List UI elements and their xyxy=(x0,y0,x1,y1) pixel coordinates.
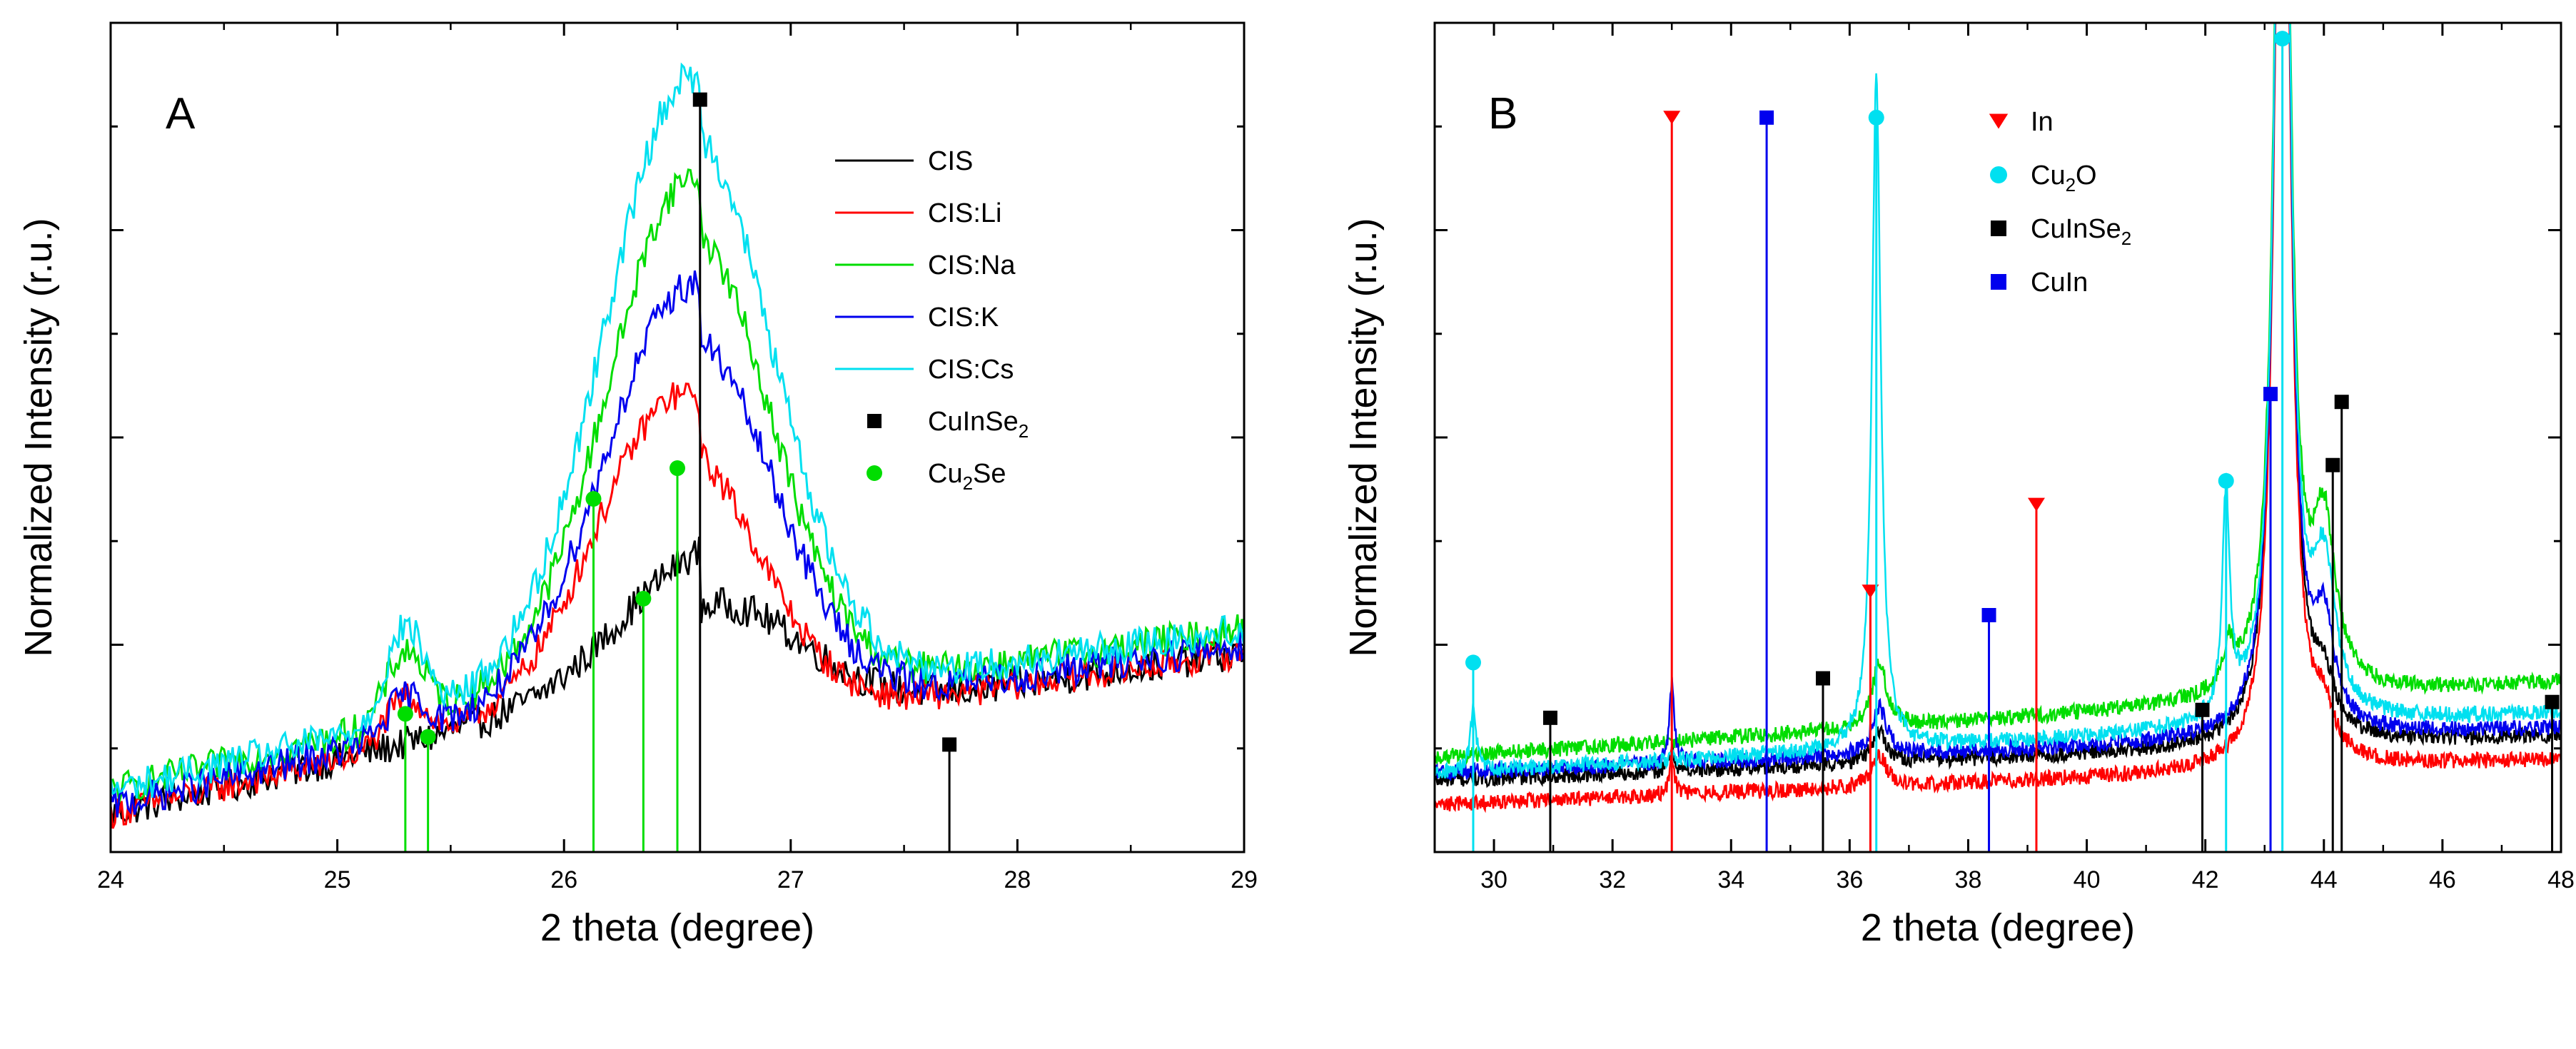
series-line-cis-cs xyxy=(111,62,1244,799)
reference-marker-cu2o xyxy=(2218,472,2234,489)
reference-marker-cuin xyxy=(1981,608,1996,622)
legend-label-in: In xyxy=(2031,107,2054,137)
x-tick-label: 29 xyxy=(1231,866,1258,893)
reference-marker-cuinse2 xyxy=(1542,710,1557,725)
panel-a-plot-frame xyxy=(109,21,1246,853)
reference-marker-cuinse2 xyxy=(2334,395,2349,410)
panel-a-y-axis-label: Normalized Intensity (r.u.) xyxy=(17,218,60,657)
panel-a-axis-ticks xyxy=(109,23,1246,852)
series-line-cis-li xyxy=(111,382,1244,829)
reference-marker-cu2o xyxy=(2274,31,2290,47)
legend-label-cu2se: Cu2Se xyxy=(928,459,1006,494)
legend-label-cis-k: CIS:K xyxy=(928,303,999,333)
legend-marker-in xyxy=(1989,113,2009,129)
reference-marker-cuinse2 xyxy=(2325,457,2340,472)
reference-marker-in xyxy=(1663,111,1681,125)
legend-marker-cuinse2 xyxy=(867,414,882,428)
reference-marker-cuinse2 xyxy=(1815,671,1830,686)
reference-marker-cu2se xyxy=(635,590,652,607)
reference-marker-cuinse2 xyxy=(942,737,957,752)
x-tick-label: 28 xyxy=(1004,866,1031,893)
reference-marker-cu2se xyxy=(397,706,413,722)
reference-marker-cuinse2 xyxy=(2545,694,2560,709)
legend-marker-cuin xyxy=(1991,274,2006,290)
x-tick-label: 46 xyxy=(2429,866,2456,893)
panel-a-x-axis-label: 2 theta (degree) xyxy=(540,906,814,949)
x-tick-label: 36 xyxy=(1836,866,1863,893)
panel-b: B 2 theta (degree) Normalized Intensity … xyxy=(1342,21,2575,949)
panel-a: A 2 theta (degree) Normalized Intensity … xyxy=(17,21,1258,949)
series-line-cis-na xyxy=(111,168,1244,803)
reference-marker-cuinse2 xyxy=(692,92,707,107)
legend-label-cis-cs: CIS:Cs xyxy=(928,355,1014,385)
panel-b-y-axis-label: Normalized Intensity (r.u.) xyxy=(1342,218,1385,657)
legend-label-cuinse2: CuInSe2 xyxy=(928,407,1029,442)
reference-marker-cu2o xyxy=(1465,654,1481,671)
x-tick-label: 38 xyxy=(1955,866,1982,893)
reference-marker-in xyxy=(2027,497,2045,512)
reference-marker-cu2se xyxy=(585,491,602,507)
reference-marker-cu2se xyxy=(670,460,685,477)
legend-marker-cuinse2 xyxy=(1991,221,2006,236)
legend-marker-cu2o xyxy=(1990,166,2007,183)
x-tick-label: 34 xyxy=(1717,866,1744,893)
x-tick-label: 24 xyxy=(97,866,124,893)
reference-marker-cu2o xyxy=(1868,109,1884,126)
legend-marker-cu2se xyxy=(867,465,882,481)
panel-b-series-group xyxy=(1435,23,2561,814)
panel-b-reference-lines xyxy=(1465,31,2560,852)
panel-a-reference-lines xyxy=(397,92,957,852)
panel-b-x-tick-labels: 30 32 34 36 38 40 42 44 46 48 xyxy=(1480,866,2575,893)
x-tick-label: 26 xyxy=(550,866,577,893)
series-line-cis-na xyxy=(1435,23,2561,766)
legend-label-cuin: CuIn xyxy=(2031,268,2088,298)
panel-a-x-tick-labels: 24 25 26 27 28 29 xyxy=(97,866,1258,893)
reference-marker-cu2se xyxy=(420,729,436,745)
x-tick-label: 40 xyxy=(2074,866,2101,893)
panel-b-x-axis-label: 2 theta (degree) xyxy=(1861,906,2135,949)
x-tick-label: 44 xyxy=(2310,866,2338,893)
series-line-cis-li xyxy=(1435,23,2561,814)
reference-marker-cuin xyxy=(1759,110,1774,125)
panel-a-letter: A xyxy=(166,89,196,138)
panel-b-legend: In Cu2O CuInSe2 CuIn xyxy=(1989,107,2131,298)
panel-b-letter: B xyxy=(1488,89,1517,138)
series-line-cis-cs xyxy=(1435,23,2561,779)
x-tick-label: 32 xyxy=(1599,866,1626,893)
x-tick-label: 48 xyxy=(2547,866,2575,893)
legend-label-cis: CIS xyxy=(928,146,973,176)
x-tick-label: 25 xyxy=(324,866,351,893)
legend-label-cis-na: CIS:Na xyxy=(928,250,1016,280)
legend-label-cis-li: CIS:Li xyxy=(928,198,1001,228)
x-tick-label: 27 xyxy=(777,866,804,893)
x-tick-label: 30 xyxy=(1480,866,1507,893)
legend-label-cu2o: Cu2O xyxy=(2031,161,2097,196)
x-tick-label: 42 xyxy=(2192,866,2219,893)
reference-marker-cuinse2 xyxy=(2195,702,2210,717)
legend-label-cuinse2: CuInSe2 xyxy=(2031,214,2131,249)
reference-marker-in xyxy=(1862,584,1879,599)
reference-marker-cuin xyxy=(2263,387,2278,402)
panel-b-plot-frame xyxy=(1433,21,2562,853)
panel-a-legend: CIS CIS:Li CIS:Na CIS:K CIS:Cs CuInSe2 Cu2Se xyxy=(835,146,1029,494)
